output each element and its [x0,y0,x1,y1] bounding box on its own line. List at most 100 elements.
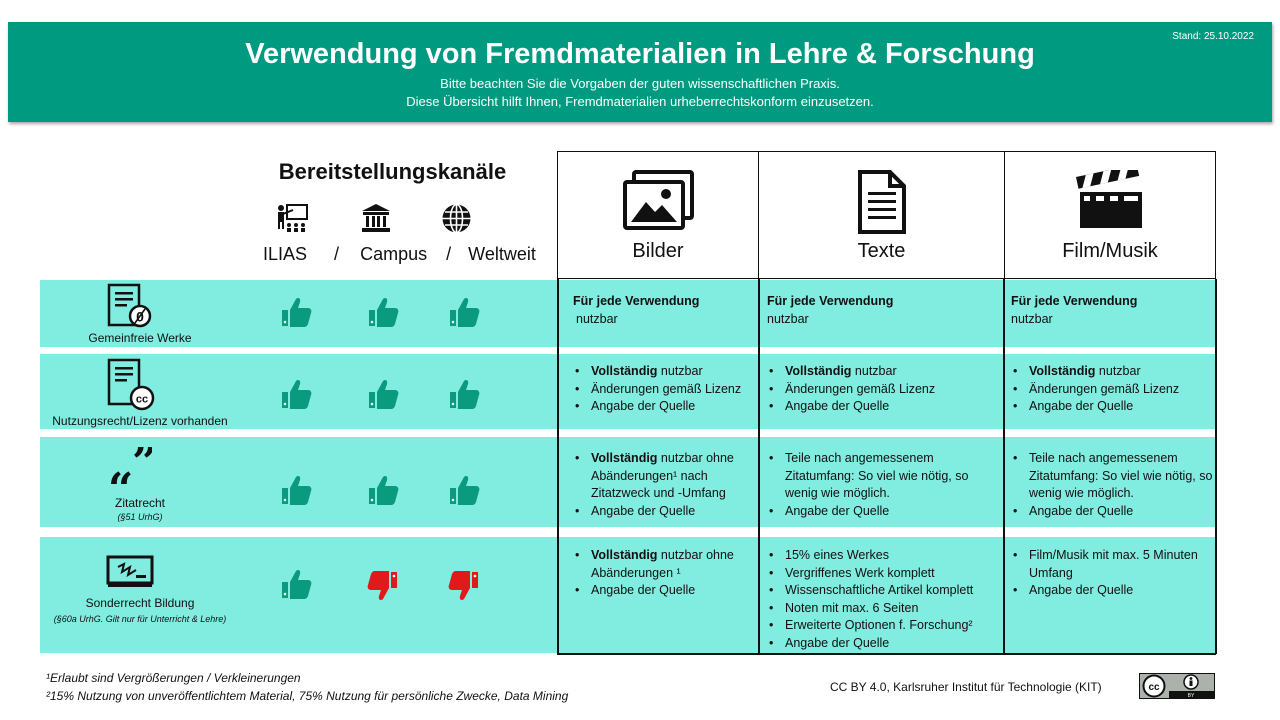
bullet: Vollständig nutzbar [573,363,757,381]
footnote-1: ¹Erlaubt sind Vergrößerungen / Verkleine… [46,671,301,685]
column-divider [1003,279,1005,654]
thumbs-down-icon-bildung-campus [367,571,397,600]
bullet: Angabe der Quelle [767,503,979,521]
svg-text:”: ” [132,447,152,487]
license-document-icon: cc [107,358,155,411]
column-header-film: Film/Musik [1004,151,1216,279]
cell-zitat-bilder: Vollständig nutzbar ohne Abänderungen¹ n… [573,450,757,520]
thumbs-up-icon-lizenz-campus [369,380,399,409]
row-label-bildung: Sonderrecht Bildung (§60a UrhG. Gilt nur… [40,596,240,624]
bullet: Angabe der Quelle [767,635,1003,653]
bullet: Angabe der Quelle [1011,582,1201,600]
row-label-gemeinfrei: Gemeinfreie Werke [40,331,240,345]
bullet: Teile nach angemessenem Zitatumfang: So … [767,450,979,503]
row-name: Gemeinfreie Werke [88,331,192,345]
separator: / [446,244,452,264]
cell-bildung-bilder: Vollständig nutzbar ohne Abänderungen ¹ … [573,547,753,600]
bullet: Noten mit max. 6 Seiten [767,600,1003,618]
building-icon [362,204,390,232]
channel-campus: Campus [360,244,428,264]
bullet: 15% eines Werkes [767,547,1003,565]
channels-labels: ILIAS / Campus / Weltweit [263,244,536,265]
page-title: Verwendung von Fremdmaterialien in Lehre… [245,38,1035,70]
thumbs-up-icon-zitat-campus [369,476,399,505]
header-banner: Verwendung von Fremdmaterialien in Lehre… [8,22,1272,122]
whiteboard-icon [106,555,154,587]
column-divider [758,279,760,654]
cell-gemeinfrei-film: Für jede Verwendung nutzbar [1011,293,1211,328]
row-note: (§60a UrhG. Gilt nur für Unterricht & Le… [53,614,227,624]
svg-text:“: “ [110,464,133,487]
cell-lead: Für jede Verwendung [1011,294,1138,308]
thumbs-up-icon-lizenz-ilias [282,380,312,409]
separator: / [334,244,340,264]
teacher-icon [278,204,308,232]
svg-text:cc: cc [1148,682,1160,693]
bullet: Vollständig nutzbar [767,363,1001,381]
bullet: Angabe der Quelle [1011,503,1215,521]
row-gemeinfrei [40,280,1215,347]
globe-icon [442,203,471,234]
bullet: Vollständig nutzbar [1011,363,1213,381]
column-divider [557,279,559,654]
bullet: Film/Musik mit max. 5 Minuten Umfang [1011,547,1201,582]
bullet: Angabe der Quelle [573,503,757,521]
row-name: Sonderrecht Bildung [85,596,195,610]
bullet: Änderungen gemäß Lizenz [573,381,757,399]
thumbs-up-icon-gemeinfrei-ilias [282,298,312,327]
svg-text:BY: BY [1188,693,1195,699]
row-label-lizenz: Nutzungsrecht/Lizenz vorhanden [40,414,240,428]
bullet: Änderungen gemäß Lizenz [1011,381,1213,399]
cell-lizenz-film: Vollständig nutzbar Änderungen gemäß Liz… [1011,363,1213,416]
table-bottom-border [557,653,1216,655]
thumbs-up-icon-lizenz-weltweit [450,380,480,409]
cell-zitat-texte: Teile nach angemessenem Zitatumfang: So … [767,450,979,520]
cell-lead: Für jede Verwendung [573,294,700,308]
stand-date: Stand: 25.10.2022 [1172,31,1254,42]
bullet: Teile nach angemessenem Zitatumfang: So … [1011,450,1215,503]
thumbs-up-icon-zitat-ilias [282,476,312,505]
images-icon [623,170,694,230]
quote-icon: ” “ [110,447,152,487]
cell-gemeinfrei-texte: Für jede Verwendung nutzbar [767,293,997,328]
bullet: Angabe der Quelle [1011,398,1213,416]
bullet: Vergriffenes Werk komplett [767,565,1003,583]
header-subtitle-2: Diese Übersicht hilft Ihnen, Fremdmateri… [406,94,874,109]
column-header-texte: Texte [758,151,1005,279]
row-label-zitat: Zitatrecht (§51 UrhG) [40,496,240,522]
bullet: Vollständig nutzbar ohne Abänderungen¹ n… [573,450,757,503]
cell-text: nutzbar [576,311,618,326]
thumbs-up-icon-bildung-ilias [282,570,312,599]
channel-ilias: ILIAS [263,244,308,264]
clapperboard-icon [1076,170,1142,228]
bullet: Änderungen gemäß Lizenz [767,381,1001,399]
svg-text:cc: cc [136,394,148,406]
cell-lizenz-texte: Vollständig nutzbar Änderungen gemäß Liz… [767,363,1001,416]
cell-gemeinfrei-bilder: Für jede Verwendung nutzbar [573,293,753,328]
bullet: Angabe der Quelle [767,398,1001,416]
thumbs-down-icon-bildung-weltweit [448,571,478,600]
bullet: Angabe der Quelle [573,398,757,416]
footnote-2: ²15% Nutzung von unveröffentlichtem Mate… [46,689,569,703]
cell-bildung-texte: 15% eines Werkes Vergriffenes Werk kompl… [767,547,1003,652]
cell-zitat-film: Teile nach angemessenem Zitatumfang: So … [1011,450,1215,520]
channels-title: Bereitstellungskanäle [278,159,507,184]
column-label-film: Film/Musik [1062,240,1158,262]
thumbs-up-icon-gemeinfrei-weltweit [450,298,480,327]
column-divider [1215,279,1217,654]
license-text: CC BY 4.0, Karlsruher Institut für Techn… [830,680,1102,694]
row-note: (§51 UrhG) [117,512,163,522]
column-header-bilder: Bilder [557,151,759,279]
cell-lead: Für jede Verwendung [767,294,894,308]
thumbs-up-icon-zitat-weltweit [450,476,480,505]
row-name: Zitatrecht [114,496,165,510]
thumbs-up-icon-gemeinfrei-campus [369,298,399,327]
cell-lizenz-bilder: Vollständig nutzbar Änderungen gemäß Liz… [573,363,757,416]
column-label-bilder: Bilder [632,240,684,262]
cell-text: nutzbar [767,311,809,326]
row-name: Nutzungsrecht/Lizenz vorhanden [52,414,228,428]
cell-text: nutzbar [1011,311,1053,326]
bullet: Vollständig nutzbar ohne Abänderungen ¹ [573,547,753,582]
header-subtitle-1: Bitte beachten Sie die Vorgaben der gute… [440,76,840,91]
public-domain-document-icon: 0 [107,283,152,328]
